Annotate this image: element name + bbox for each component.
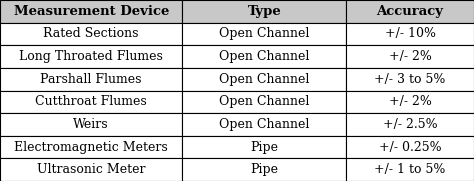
Bar: [346, 90, 474, 113]
Bar: [182, 113, 346, 136]
Text: +/- 3 to 5%: +/- 3 to 5%: [374, 73, 446, 86]
Bar: [0, 136, 182, 158]
Bar: [346, 68, 474, 90]
Bar: [182, 45, 346, 68]
Text: Rated Sections: Rated Sections: [44, 28, 139, 40]
Bar: [182, 0, 346, 23]
Bar: [346, 158, 474, 181]
Text: +/- 2%: +/- 2%: [389, 50, 431, 63]
Text: Measurement Device: Measurement Device: [14, 5, 169, 18]
Text: Pipe: Pipe: [250, 141, 278, 153]
Text: +/- 10%: +/- 10%: [384, 28, 436, 40]
Text: Accuracy: Accuracy: [376, 5, 444, 18]
Text: +/- 2.5%: +/- 2.5%: [383, 118, 438, 131]
Bar: [182, 68, 346, 90]
Text: Cutthroat Flumes: Cutthroat Flumes: [36, 95, 147, 108]
Text: Open Channel: Open Channel: [219, 118, 310, 131]
Text: Pipe: Pipe: [250, 163, 278, 176]
Bar: [182, 136, 346, 158]
Bar: [346, 45, 474, 68]
Bar: [0, 45, 182, 68]
Text: Ultrasonic Meter: Ultrasonic Meter: [37, 163, 146, 176]
Text: +/- 0.25%: +/- 0.25%: [379, 141, 441, 153]
Text: Open Channel: Open Channel: [219, 50, 310, 63]
Bar: [346, 113, 474, 136]
Text: Open Channel: Open Channel: [219, 95, 310, 108]
Text: +/- 2%: +/- 2%: [389, 95, 431, 108]
Text: Electromagnetic Meters: Electromagnetic Meters: [14, 141, 168, 153]
Text: Open Channel: Open Channel: [219, 73, 310, 86]
Bar: [0, 158, 182, 181]
Bar: [346, 136, 474, 158]
Bar: [182, 23, 346, 45]
Bar: [182, 90, 346, 113]
Text: +/- 1 to 5%: +/- 1 to 5%: [374, 163, 446, 176]
Bar: [0, 90, 182, 113]
Text: Type: Type: [247, 5, 281, 18]
Bar: [0, 23, 182, 45]
Text: Weirs: Weirs: [73, 118, 109, 131]
Text: Open Channel: Open Channel: [219, 28, 310, 40]
Text: Long Throated Flumes: Long Throated Flumes: [19, 50, 163, 63]
Bar: [0, 68, 182, 90]
Bar: [346, 23, 474, 45]
Bar: [0, 0, 182, 23]
Text: Parshall Flumes: Parshall Flumes: [40, 73, 142, 86]
Bar: [182, 158, 346, 181]
Bar: [346, 0, 474, 23]
Bar: [0, 113, 182, 136]
